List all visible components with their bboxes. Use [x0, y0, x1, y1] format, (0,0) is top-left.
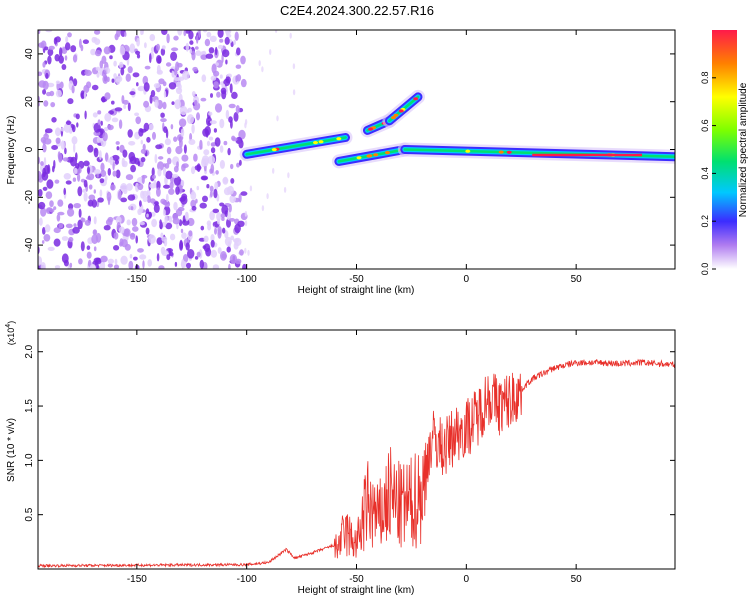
spectrogram-xtick-label: -50	[349, 274, 364, 285]
snr-ytick-label: 1.0	[24, 453, 35, 467]
figure-title: C2E4.2024.300.22.57.R16	[280, 3, 434, 18]
snr-xtick-label: -150	[127, 574, 147, 585]
snr-series-line	[38, 358, 675, 569]
colorbar-ticks: 0.0 0.2 0.4 0.6 0.8	[700, 72, 716, 276]
spectrogram-ytick-label: 40	[24, 48, 35, 60]
snr-ytick-label: 1.5	[24, 399, 35, 413]
spectrogram-ytick-label: 0	[24, 146, 35, 152]
snr-xtick-label: -50	[349, 574, 364, 585]
snr-xtick-label: 50	[571, 574, 583, 585]
signal-features	[239, 89, 675, 169]
spectrogram-ytick-label: 20	[24, 96, 35, 108]
spectrogram-plot-area	[38, 30, 675, 269]
colorbar: 0.0 0.2 0.4 0.6 0.8 Normalized spectral ampl…	[700, 30, 749, 275]
snr-plot-area	[38, 358, 675, 569]
spectrogram-panel: -150 -100 -50 0 50 -40 -20 0 20 40 Height of stra…	[6, 29, 676, 296]
colorbar-gradient	[712, 30, 737, 269]
spectrogram-xtick-label: -100	[237, 274, 257, 285]
snr-axes: -150 -100 -50 0 50 0.5 1.0 1.5 2.0	[24, 330, 675, 585]
noise-blobs	[38, 30, 296, 269]
colorbar-tick-label: 0.4	[700, 167, 710, 180]
snr-ytick-label: 2.0	[24, 344, 35, 358]
spectrogram-xtick-label: -150	[127, 274, 147, 285]
snr-panel: -150 -100 -50 0 50 0.5 1.0 1.5 2.0 Height of str…	[5, 321, 676, 596]
colorbar-label: Normalized spectral amplitude	[738, 82, 749, 217]
snr-yscale-note: (x104)	[5, 321, 16, 345]
spectrogram-ytick-label: -20	[24, 190, 35, 205]
spectrogram-ylabel: Frequency (Hz)	[6, 116, 17, 185]
snr-ytick-label: 0.5	[24, 507, 35, 521]
colorbar-tick-label: 0.8	[700, 72, 710, 85]
colorbar-tick-label: 0.0	[700, 263, 710, 276]
spectrogram-xlabel: Height of straight line (km)	[298, 285, 415, 296]
snr-xtick-label: 0	[464, 574, 470, 585]
spectrogram-xtick-label: 0	[464, 274, 470, 285]
snr-frame	[37, 329, 676, 570]
snr-xtick-label: -100	[237, 574, 257, 585]
snr-xlabel: Height of straight line (km)	[298, 585, 415, 596]
colorbar-tick-label: 0.2	[700, 215, 710, 228]
snr-ylabel: SNR (10 * v/v)	[6, 418, 17, 482]
spectrogram-axes: -150 -100 -50 0 50 -40 -20 0 20 40	[24, 30, 675, 285]
colorbar-tick-label: 0.6	[700, 119, 710, 132]
spectrogram-xtick-label: 50	[571, 274, 583, 285]
spectrogram-ytick-label: -40	[24, 237, 35, 252]
